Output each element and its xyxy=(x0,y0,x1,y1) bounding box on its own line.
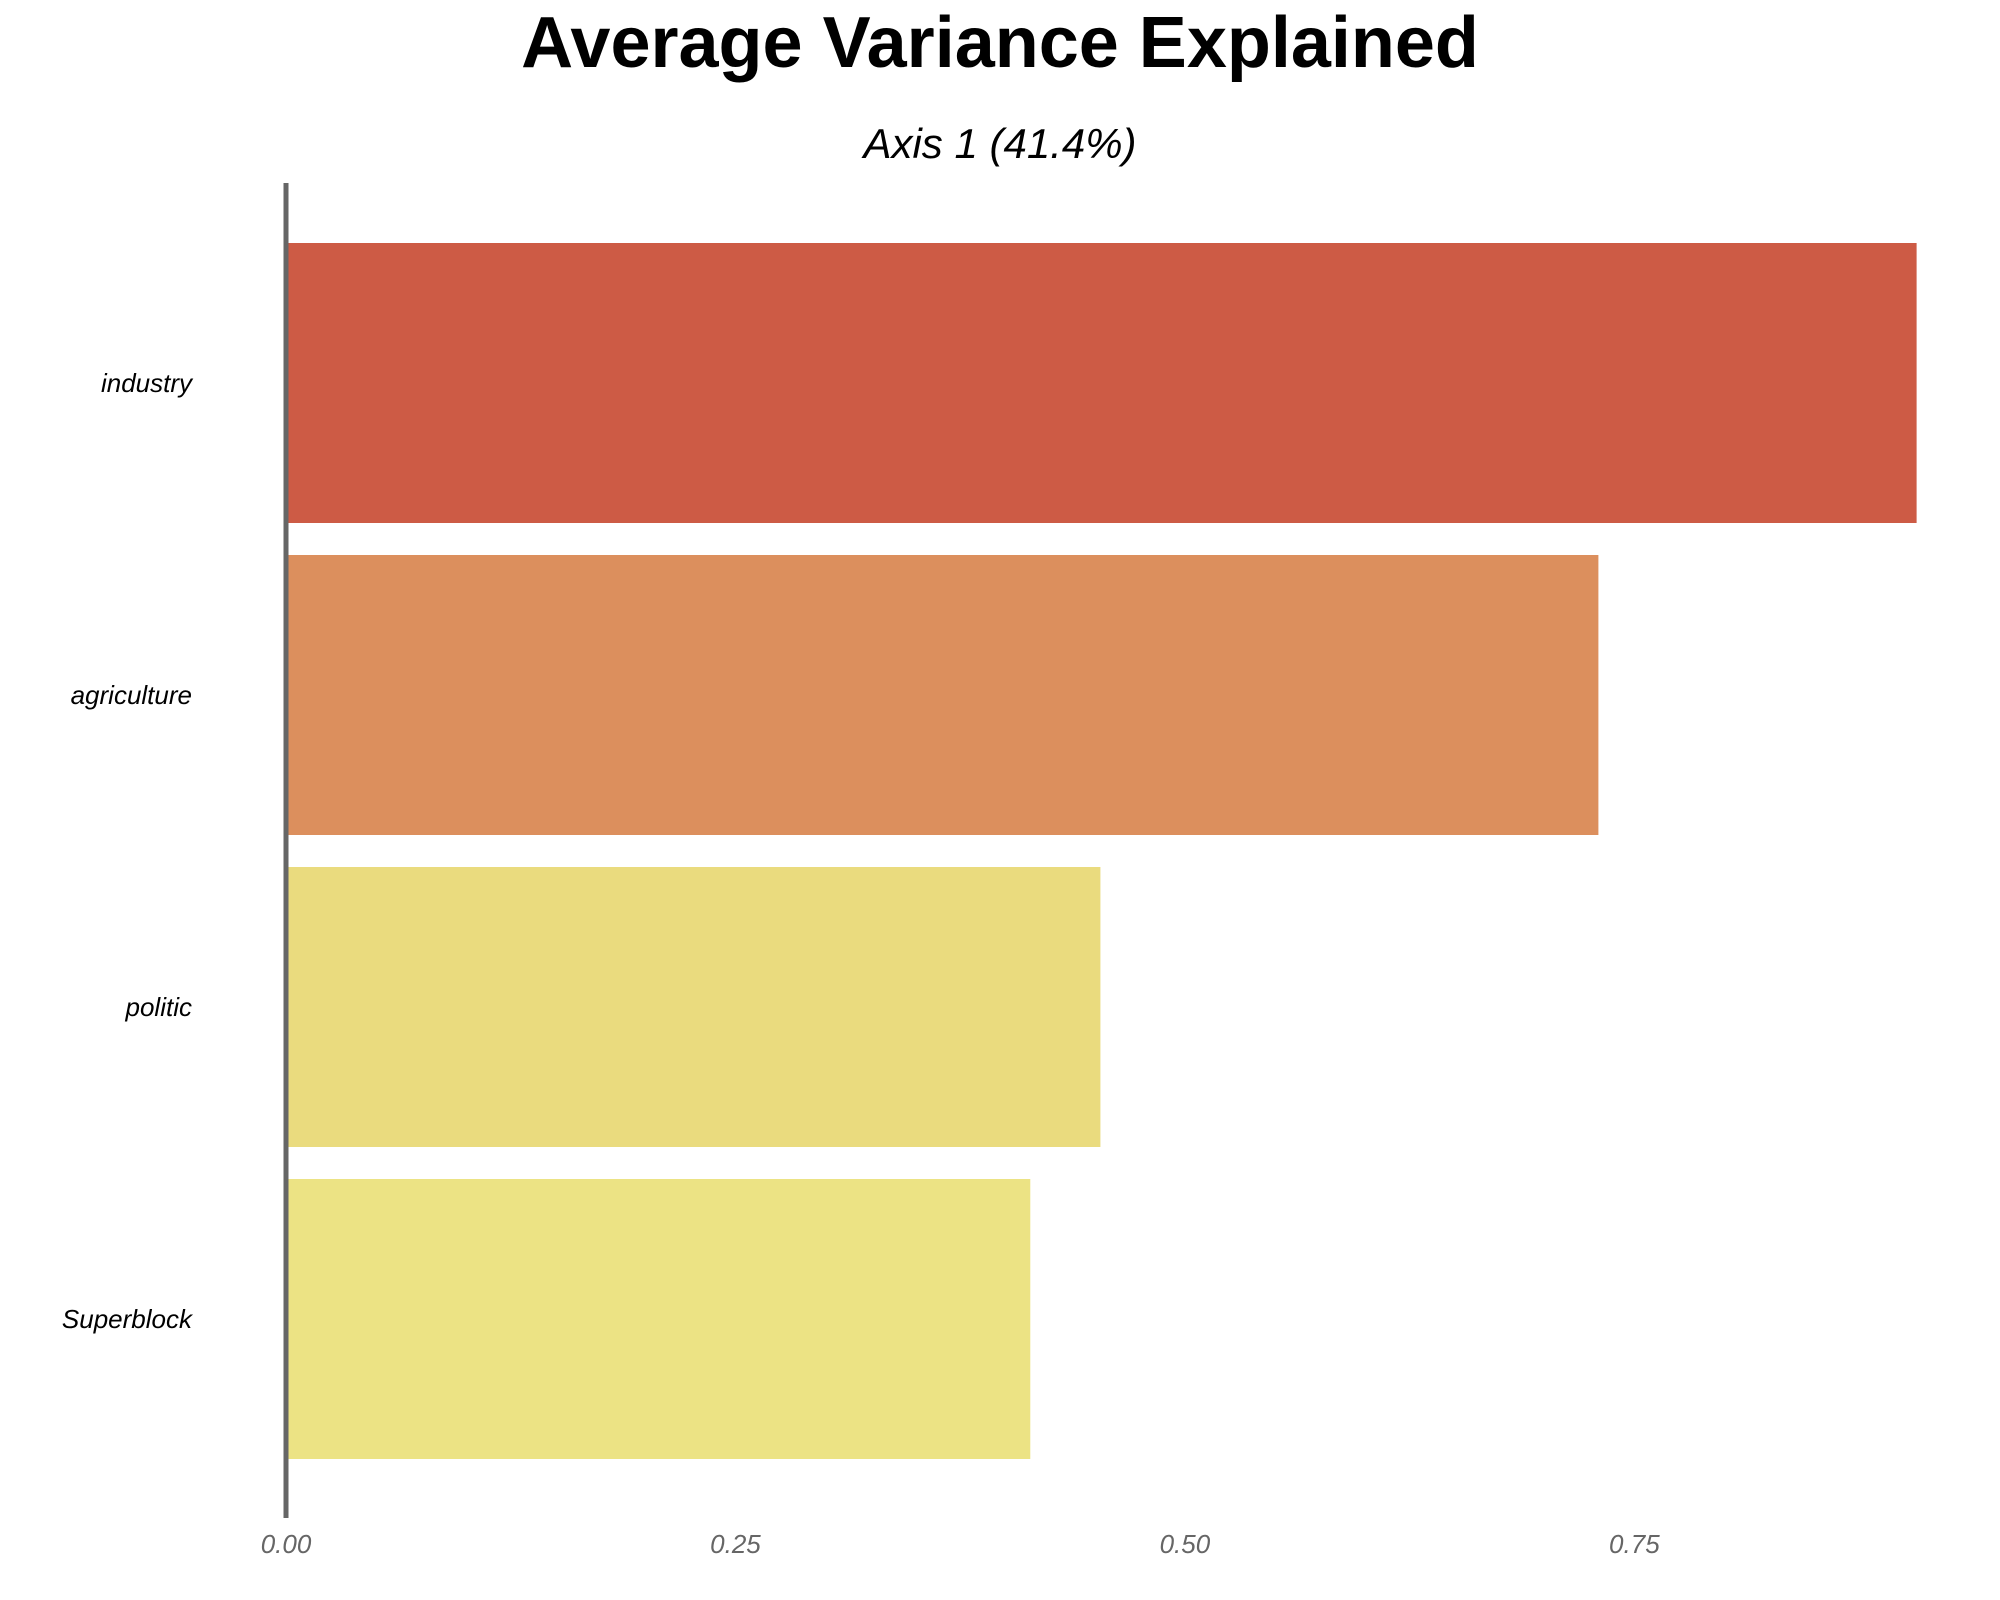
chart-title: Average Variance Explained xyxy=(521,3,1479,83)
bar-politic xyxy=(286,867,1101,1147)
category-label-industry: industry xyxy=(101,368,194,398)
category-label-politic: politic xyxy=(125,992,192,1022)
x-tick-label: 0.75 xyxy=(1609,1529,1660,1559)
bars-group xyxy=(286,243,1917,1459)
x-tick-label: 0.25 xyxy=(710,1529,761,1559)
bar-superblock xyxy=(286,1179,1031,1459)
category-label-agriculture: agriculture xyxy=(71,680,192,710)
bar-industry xyxy=(286,243,1917,523)
category-label-superblock: Superblock xyxy=(62,1304,194,1334)
x-tick-label: 0.50 xyxy=(1160,1529,1211,1559)
category-labels: industry agriculture politic Superblock xyxy=(62,368,194,1334)
x-tick-label: 0.00 xyxy=(261,1529,312,1559)
bar-agriculture xyxy=(286,555,1599,835)
x-axis-ticks: 0.00 0.25 0.50 0.75 xyxy=(261,1529,1660,1559)
chart-subtitle: Axis 1 (41.4%) xyxy=(863,120,1137,167)
